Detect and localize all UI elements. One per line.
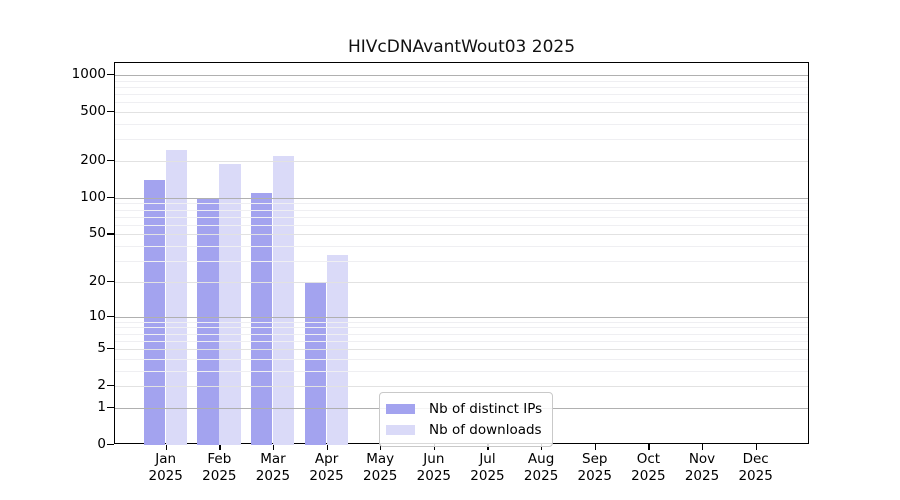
bar-distinct-ips	[143, 180, 166, 445]
legend: Nb of distinct IPs Nb of downloads	[379, 392, 554, 447]
y-tick-mark	[107, 315, 114, 317]
y-tick-mark	[107, 160, 114, 162]
legend-swatch-distinct-ips-icon	[386, 403, 415, 414]
y-tick-label: 200	[80, 152, 106, 169]
gridline-minor	[115, 261, 808, 263]
gridline-minor	[115, 224, 808, 226]
bar-distinct-ips	[304, 281, 327, 445]
x-tick-mark	[165, 444, 167, 450]
y-tick-label: 100	[80, 188, 106, 205]
x-tick-mark	[702, 444, 704, 450]
x-tick-label: Feb 2025	[202, 451, 237, 484]
x-tick-label: Apr 2025	[309, 451, 344, 484]
gridline	[115, 234, 808, 236]
y-tick-label: 50	[88, 225, 106, 242]
gridline	[115, 161, 808, 163]
x-tick-label: Jun 2025	[416, 451, 452, 484]
x-tick-label: Aug 2025	[523, 451, 559, 484]
gridline	[115, 112, 808, 114]
y-tick-label: 1	[97, 398, 106, 415]
legend-label-distinct-ips: Nb of distinct IPs	[429, 400, 543, 417]
gridline-minor	[115, 102, 808, 104]
gridline-minor	[115, 216, 808, 218]
gridline-minor	[115, 333, 808, 335]
x-tick-mark	[433, 444, 436, 450]
y-tick-mark	[107, 444, 114, 446]
y-tick-label: 1000	[71, 66, 106, 83]
y-tick-label: 0	[97, 436, 106, 452]
gridline-minor	[115, 139, 808, 141]
x-tick-mark	[380, 444, 382, 450]
gridline-minor	[115, 340, 808, 342]
gridline-minor	[115, 370, 808, 372]
x-tick-label: Nov 2025	[684, 451, 720, 484]
y-tick-mark	[107, 111, 114, 113]
x-tick-mark	[755, 444, 757, 450]
x-tick-label: Jul 2025	[470, 451, 505, 484]
x-tick-mark	[487, 444, 489, 450]
y-tick-mark	[107, 406, 114, 409]
y-tick-mark	[107, 348, 114, 350]
x-tick-mark	[541, 444, 543, 450]
gridline-major	[115, 75, 808, 77]
plot-area	[114, 62, 809, 445]
gridline-minor	[115, 327, 808, 329]
gridline-major	[115, 197, 808, 199]
y-tick-label: 20	[88, 272, 106, 289]
y-tick-label: 500	[80, 103, 106, 120]
bar-downloads	[272, 155, 295, 445]
y-tick-mark	[107, 385, 114, 387]
gridline-minor	[115, 321, 808, 323]
bar-distinct-ips	[197, 197, 219, 445]
y-tick-mark	[107, 233, 114, 235]
x-tick-label: Jan 2025	[148, 451, 183, 484]
gridline-minor	[115, 80, 808, 82]
x-tick-mark	[594, 444, 596, 450]
legend-item-distinct-ips: Nb of distinct IPs	[386, 398, 542, 419]
x-tick-mark	[219, 444, 221, 450]
legend-swatch-downloads-icon	[386, 424, 415, 435]
legend-label-downloads: Nb of downloads	[429, 421, 542, 438]
gridline	[115, 349, 808, 351]
y-tick-label: 5	[97, 340, 106, 357]
legend-item-downloads: Nb of downloads	[386, 419, 542, 440]
y-tick-mark	[107, 196, 114, 199]
gridline-minor	[115, 86, 808, 88]
gridline-minor	[115, 124, 808, 126]
gridline	[115, 386, 808, 388]
gridline-minor	[115, 209, 808, 211]
x-tick-mark	[326, 444, 328, 450]
y-tick-mark	[107, 280, 114, 283]
y-tick-label: 10	[88, 307, 106, 324]
gridline	[115, 281, 808, 283]
gridline-minor	[115, 358, 808, 360]
x-tick-label: Sep 2025	[577, 451, 612, 484]
x-tick-label: Oct 2025	[631, 451, 666, 484]
x-tick-label: Mar 2025	[255, 451, 291, 484]
x-tick-mark	[272, 444, 275, 450]
x-tick-label: May 2025	[363, 451, 398, 484]
bar-downloads	[165, 150, 188, 445]
y-tick-label: 2	[97, 377, 106, 394]
gridline-minor	[115, 246, 808, 248]
gridline-major	[115, 316, 808, 318]
y-tick-mark	[107, 74, 114, 76]
x-tick-mark	[648, 444, 650, 450]
chart-title: HIVcDNAvantWout03 2025	[347, 37, 576, 57]
bar-distinct-ips	[250, 192, 273, 445]
gridline-minor	[115, 203, 808, 205]
gridline-minor	[115, 94, 808, 96]
x-tick-label: Dec 2025	[738, 451, 773, 484]
bar-downloads	[219, 163, 241, 445]
